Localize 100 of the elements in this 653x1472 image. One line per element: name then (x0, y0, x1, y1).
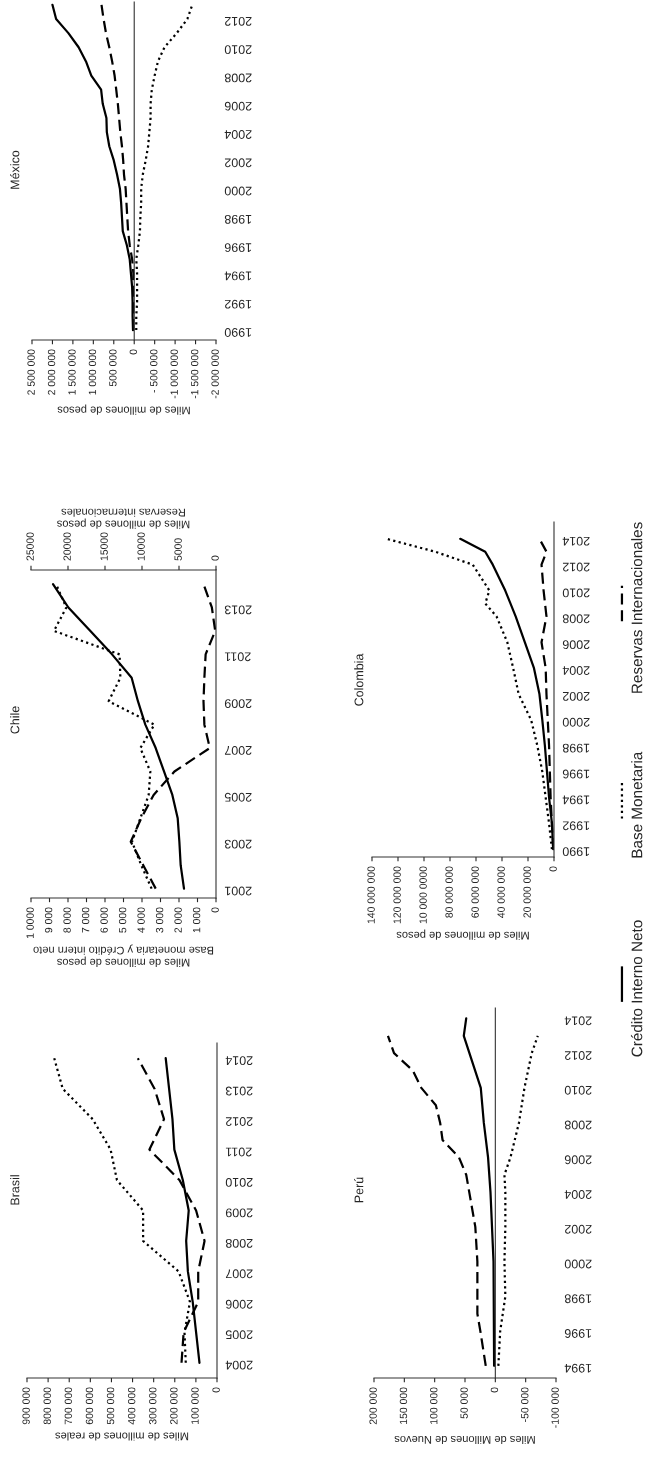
y-tick-label: 2000 (224, 186, 252, 196)
y-tick-label: 2004 (224, 130, 252, 139)
x-tick-label: 60 000 000 (471, 866, 479, 918)
y-tick-label: 1998 (564, 1294, 592, 1304)
x-axis-title: Miles de Millones de Nuevos (394, 1435, 535, 1445)
x-tick-label: 5 000 (118, 907, 127, 933)
x-tick-label: -1 500 000 (190, 349, 199, 399)
x-tick-label: -100 000 (551, 1387, 559, 1428)
x-tick-label: -2 000 000 (211, 349, 219, 399)
x2-tick-label: 0 (211, 555, 219, 561)
y-tick-label: 1996 (564, 1329, 592, 1338)
y-tick-label: 2002 (564, 1224, 592, 1234)
x-tick-label: 120 000 000 (393, 866, 401, 924)
y-tick-label: 2012 (564, 1051, 592, 1060)
y-tick-label: 2004 (562, 666, 590, 675)
y-tick-label: 2010 (225, 1177, 253, 1187)
y-tick-label: 2004 (225, 1360, 253, 1370)
x-tick-label: 9 000 (44, 907, 53, 933)
y-tick-label: 2001 (224, 886, 252, 896)
y-tick-label: 2008 (562, 614, 590, 624)
x-tick-label: 900 000 (22, 1387, 30, 1425)
x2-tick-label: 25000 (26, 532, 34, 561)
y-tick-label: 2002 (562, 691, 590, 701)
x-tick-label: 2 000 000 (47, 349, 56, 395)
x-tick-label: 20 000 000 (523, 866, 531, 918)
x-tick-label: 200 000 (369, 1387, 377, 1425)
text: Colombia (354, 653, 364, 706)
x-tick-label: 140 000 000 (367, 866, 375, 924)
x-axis-title: Miles de millones de pesos Base monetaria y Crédito intern neto (33, 944, 214, 967)
x-tick-label: 0 (212, 1387, 220, 1393)
x-tick-label: 1 000 000 (88, 349, 97, 395)
y-tick-label: 1998 (224, 214, 252, 224)
x2-tick-label: 10000 (137, 532, 145, 561)
x-tick-label: 100 000 (191, 1387, 199, 1424)
x-tick-label: 500 000 (109, 349, 117, 387)
x-tick-label: 3 000 (155, 907, 164, 933)
x-tick-label: 8 000 (63, 907, 71, 933)
y-tick-label: 2014 (564, 1016, 592, 1026)
y-tick-label: 2006 (224, 101, 252, 111)
x-tick-label: 80 000 000 (445, 866, 453, 918)
x-tick-label: 0 (211, 907, 219, 913)
y-tick-label: 2012 (562, 562, 590, 572)
text: Perú (354, 1177, 364, 1203)
y-tick-label: 2011 (225, 1147, 252, 1157)
x-tick-label: 4 000 (137, 907, 145, 933)
y-tick-label: 2006 (562, 640, 590, 650)
y-tick-label: 2011 (224, 652, 251, 662)
x2-tick-label: 15000 (100, 532, 108, 561)
y-tick-label: 2013 (225, 1086, 253, 1096)
x-tick-label: -1 000 000 (170, 349, 178, 399)
y-tick-label: 2008 (564, 1120, 592, 1130)
text: México (10, 150, 20, 189)
x-axis-title: Miles de millones de pesos (57, 404, 190, 415)
x-tick-label: 1 0000 (26, 907, 34, 939)
y-tick-label: 2014 (562, 536, 590, 546)
legend-label: Base Monetaria (631, 751, 643, 858)
x-tick-label: 10 000 0000 (419, 866, 427, 924)
x-tick-label: 0 (490, 1387, 499, 1393)
y-tick-label: 1994 (562, 795, 590, 805)
y-tick-label: 1990 (224, 328, 252, 337)
text: Brasil (10, 1175, 20, 1205)
x2-tick-label: 5000 (174, 538, 182, 561)
x-tick-label: 7 000 (81, 907, 90, 933)
x-tick-label: 800 000 (43, 1387, 51, 1425)
y-tick-label: 2002 (224, 158, 252, 168)
x-tick-label: -50 000 (521, 1387, 529, 1422)
x-tick-label: 150 000 (399, 1387, 408, 1424)
x-tick-label: 2 000 (174, 907, 182, 933)
y-tick-label: 1992 (562, 821, 590, 831)
x-tick-label: 1 500 000 (68, 349, 76, 395)
y-tick-label: 2008 (224, 73, 252, 83)
y-tick-label: 2010 (224, 45, 252, 55)
x2-tick-label: 20000 (63, 532, 71, 561)
x-tick-label: 50 000 (460, 1387, 468, 1419)
text: Chile (10, 706, 20, 734)
y-tick-label: 2005 (224, 792, 252, 802)
y-tick-label: 1994 (224, 271, 252, 281)
y-tick-label: 2008 (225, 1238, 253, 1248)
x-tick-label: 40 000 000 (497, 866, 505, 918)
y-tick-label: 2004 (564, 1190, 592, 1199)
y-tick-label: 2006 (564, 1155, 592, 1165)
y-tick-label: 2000 (562, 717, 590, 727)
y-tick-label: 1990 (562, 847, 590, 857)
x2-axis-title: Miles de millones de pesos Reservas internacionales (57, 508, 190, 529)
y-tick-label: 1996 (224, 243, 252, 253)
legend-label: Crédito Interno Neto (630, 920, 643, 1057)
x-tick-label: 200 000 (170, 1387, 178, 1425)
x-tick-label: 100 000 (430, 1387, 438, 1424)
y-tick-label: 2009 (224, 699, 252, 708)
y-tick-label: 2000 (564, 1259, 592, 1269)
x-tick-label: 1 000 (192, 907, 201, 933)
y-tick-label: 2014 (225, 1056, 253, 1066)
x-axis-title: Miles de millones de reales (55, 1432, 189, 1441)
y-tick-label: 2012 (225, 1117, 253, 1126)
x-tick-label: 0 (549, 866, 557, 872)
y-tick-label: 1994 (564, 1363, 592, 1373)
y-tick-label: 2010 (562, 588, 590, 598)
x-tick-label: 300 000 (149, 1387, 157, 1425)
x-tick-label: 700 000 (64, 1387, 73, 1425)
y-tick-label: 1996 (562, 769, 590, 779)
